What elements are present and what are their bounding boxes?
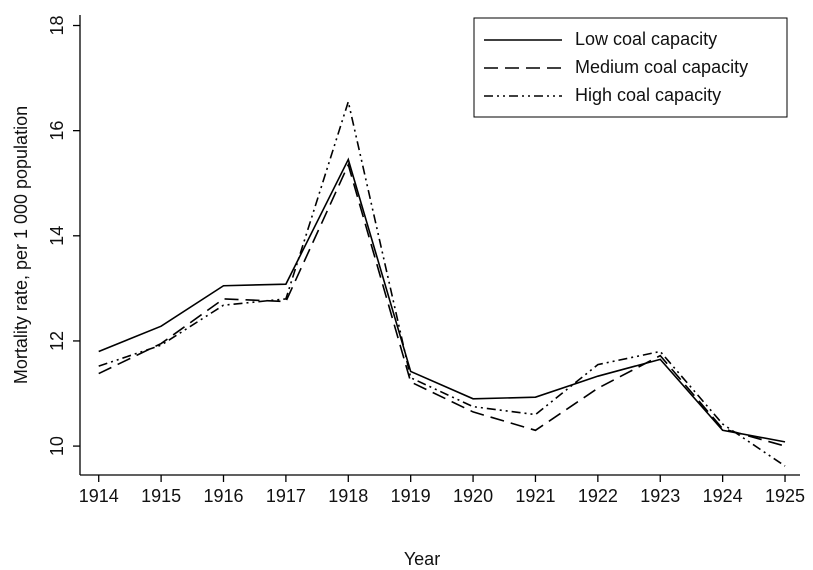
- y-tick-label: 10: [47, 436, 67, 456]
- x-tick-label: 1923: [640, 486, 680, 506]
- x-tick-label: 1914: [79, 486, 119, 506]
- x-tick-label: 1922: [578, 486, 618, 506]
- x-tick-label: 1918: [328, 486, 368, 506]
- y-tick-label: 12: [47, 331, 67, 351]
- x-tick-label: 1925: [765, 486, 805, 506]
- x-axis-label: Year: [404, 549, 440, 569]
- y-axis-label: Mortality rate, per 1 000 population: [11, 106, 31, 384]
- x-tick-label: 1920: [453, 486, 493, 506]
- y-tick-label: 14: [47, 226, 67, 246]
- legend-label: Medium coal capacity: [575, 57, 748, 77]
- y-tick-label: 18: [47, 15, 67, 35]
- x-tick-label: 1921: [515, 486, 555, 506]
- x-tick-label: 1915: [141, 486, 181, 506]
- x-tick-label: 1916: [203, 486, 243, 506]
- legend-label: Low coal capacity: [575, 29, 717, 49]
- x-tick-label: 1917: [266, 486, 306, 506]
- x-tick-label: 1924: [703, 486, 743, 506]
- data-line: [98, 98, 786, 467]
- y-tick-label: 16: [47, 121, 67, 141]
- x-tick-label: 1919: [391, 486, 431, 506]
- data-line: [98, 162, 786, 447]
- legend: Low coal capacity Medium coal capacity Hig…: [473, 17, 788, 118]
- data-line: [98, 157, 786, 443]
- legend-label: High coal capacity: [575, 85, 721, 105]
